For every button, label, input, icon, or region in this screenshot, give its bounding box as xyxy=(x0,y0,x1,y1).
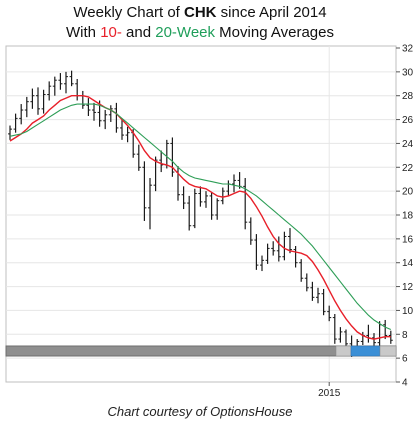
y-tick-label: 10 xyxy=(402,306,414,317)
ohlc-bar xyxy=(69,70,74,87)
subtitle-suffix: Moving Averages xyxy=(215,24,334,41)
y-tick-label: 32 xyxy=(402,44,414,55)
ohlc-bar xyxy=(215,198,220,220)
ohlc-bar xyxy=(338,327,343,343)
ohlc-bar xyxy=(148,178,152,230)
ohlc-bar xyxy=(64,71,68,94)
ohlc-bar xyxy=(153,156,158,192)
y-tick-label: 6 xyxy=(402,354,408,365)
ohlc-bar xyxy=(254,234,259,270)
ohlc-bar xyxy=(114,102,119,133)
ohlc-bar xyxy=(293,246,298,268)
chart-title-line-1: Weekly Chart of CHK since April 2014 xyxy=(0,4,400,21)
y-tick-label: 22 xyxy=(402,163,414,174)
ohlc-bar xyxy=(243,178,248,230)
ohlc-bar xyxy=(24,96,29,118)
ohlc-bar xyxy=(8,125,12,140)
chart-credit: Chart courtesy of OptionsHouse xyxy=(107,404,293,419)
chart-title-line-2: With 10- and 20-Week Moving Averages xyxy=(0,24,400,41)
ohlc-bar xyxy=(136,144,141,171)
ohlc-bar xyxy=(321,288,326,316)
ma-10-week-line xyxy=(9,95,391,340)
subtitle-ma-long: 20-Week xyxy=(155,24,216,41)
ohlc-bar xyxy=(248,217,253,245)
ohlc-bar xyxy=(47,81,52,101)
ohlc-bar xyxy=(170,137,175,177)
ohlc-bar xyxy=(159,150,164,173)
subtitle-prefix: With xyxy=(66,24,101,41)
ohlc-bar xyxy=(187,195,192,231)
ohlc-bar xyxy=(120,119,124,140)
y-tick-label: 24 xyxy=(402,139,414,150)
x-tick-label: 2015 xyxy=(318,388,341,399)
ohlc-bar xyxy=(86,98,91,116)
ohlc-bar xyxy=(265,243,270,264)
y-axis-ticks: 4 6 8 10 12 14 16 18 20 22 24 26 28 30 32 xyxy=(396,44,414,389)
y-tick-label: 20 xyxy=(402,187,414,198)
ohlc-bar xyxy=(103,110,108,130)
y-tick-label: 14 xyxy=(402,258,414,269)
ohlc-bar xyxy=(30,88,35,109)
ohlc-bar xyxy=(282,231,287,261)
ohlc-bar xyxy=(299,259,304,282)
ohlc-bar xyxy=(181,186,186,210)
scrollbar-left-grip[interactable] xyxy=(335,345,352,357)
ohlc-bar xyxy=(92,102,96,121)
subtitle-ma-short: 10- xyxy=(100,24,122,41)
ohlc-bar xyxy=(327,305,332,322)
ohlc-bar xyxy=(142,161,147,221)
ohlc-bar xyxy=(271,241,276,256)
ohlc-bar xyxy=(260,255,264,272)
ohlc-bar xyxy=(383,319,388,340)
ohlc-bar xyxy=(220,187,225,205)
ohlc-bar xyxy=(19,104,24,125)
plot-frame xyxy=(5,45,397,383)
scrollbar[interactable] xyxy=(5,345,397,357)
ohlc-bar xyxy=(310,281,315,301)
ohlc-bar xyxy=(125,126,130,143)
y-tick-label: 28 xyxy=(402,91,414,102)
y-tick-label: 4 xyxy=(402,378,408,389)
ohlc-bar xyxy=(58,73,63,90)
ohlc-bar xyxy=(204,191,208,208)
ohlc-bar xyxy=(276,236,281,262)
y-tick-label: 26 xyxy=(402,115,414,126)
ohlc-bar xyxy=(41,89,46,114)
y-tick-label: 30 xyxy=(402,67,414,78)
ohlc-bar xyxy=(344,329,348,348)
ohlc-bar xyxy=(13,113,18,133)
x-axis-ticks: 2015 xyxy=(318,382,341,399)
scrollbar-thumb[interactable] xyxy=(350,345,381,357)
subtitle-mid: and xyxy=(121,24,156,41)
title-suffix: since April 2014 xyxy=(216,4,327,21)
ohlc-bar xyxy=(288,228,292,254)
scrollbar-right-grip[interactable] xyxy=(379,345,397,357)
ma-20-week-line xyxy=(9,103,392,331)
title-prefix: Weekly Chart of xyxy=(73,4,185,21)
ohlc-bar xyxy=(36,87,40,115)
ohlc-bar xyxy=(332,314,337,344)
ohlc-bar xyxy=(192,188,197,229)
moving-average-lines xyxy=(9,95,392,340)
ohlc-bar xyxy=(108,105,113,122)
y-tick-label: 18 xyxy=(402,211,414,222)
ohlc-bar xyxy=(232,174,236,193)
ohlc-bar xyxy=(52,76,57,96)
price-chart: 4 6 8 10 12 14 16 18 20 22 24 26 28 30 32 2015 xyxy=(5,44,414,399)
ohlc-bar xyxy=(198,186,203,207)
y-tick-label: 16 xyxy=(402,234,414,245)
ohlc-bar xyxy=(316,287,320,304)
ohlc-bar xyxy=(304,273,309,292)
ohlc-bar xyxy=(209,192,214,220)
y-tick-label: 12 xyxy=(402,282,414,293)
y-tick-label: 8 xyxy=(402,330,408,341)
title-ticker: CHK xyxy=(184,4,217,21)
